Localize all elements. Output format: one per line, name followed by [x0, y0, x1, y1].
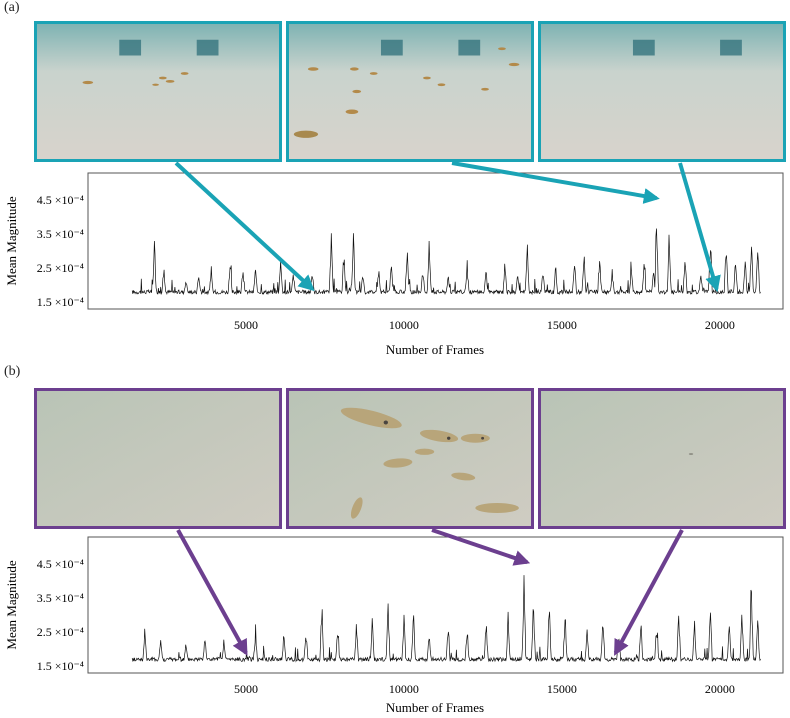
chart-b-xtick-label: 5000 — [234, 682, 258, 696]
chart-a-ytick-label: 3.5 ×10⁻⁴ — [37, 227, 84, 241]
chart-b: 5000 10000 15000 20000 1.5 ×10⁻⁴ 2.5 ×10⁻⁴ 3.5… — [4, 536, 784, 715]
panel-a-frame-2 — [286, 21, 534, 162]
chart-a-ytick-label: 2.5 ×10⁻⁴ — [37, 261, 84, 275]
panel-a-arrow-1 — [174, 161, 315, 292]
chart-b-plot-frame — [87, 536, 784, 674]
chart-b-xtick-label: 15000 — [547, 682, 577, 696]
chart-b-xlabel: Number of Frames — [386, 700, 484, 715]
chart-a-xtick-label: 5000 — [234, 318, 258, 332]
chart-b-series-line — [131, 575, 761, 663]
chart-b-xtick-label: 20000 — [705, 682, 735, 696]
panel-a-frame-3 — [538, 21, 786, 162]
panel-b-frame-1 — [34, 388, 282, 529]
chart-b-ytick-label: 2.5 ×10⁻⁴ — [37, 625, 84, 639]
chart-a-plot-frame — [87, 172, 784, 310]
panel-a-frame-1 — [34, 21, 282, 162]
chart-a-xtick-label: 20000 — [705, 318, 735, 332]
chart-a-xtick-label: 10000 — [389, 318, 419, 332]
panel-b-arrow-2 — [431, 528, 531, 566]
panel-a-arrow-3 — [678, 162, 721, 293]
panel-a-arrow-2 — [451, 161, 660, 204]
chart-a-ylabel: Mean Magnitude — [4, 196, 19, 285]
chart-a: 5000 10000 15000 20000 1.5 ×10⁻⁴ 2.5 ×10⁻⁴ 3.5… — [4, 172, 784, 357]
chart-b-ylabel: Mean Magnitude — [4, 560, 19, 649]
chart-a-series-line — [131, 228, 761, 296]
chart-b-ytick-label: 1.5 ×10⁻⁴ — [37, 659, 84, 673]
chart-b-ytick-label: 3.5 ×10⁻⁴ — [37, 591, 84, 605]
panel-b-arrow-1 — [176, 529, 248, 656]
panel-a-label: (a) — [4, 0, 20, 15]
chart-a-ytick-label: 1.5 ×10⁻⁴ — [37, 295, 84, 309]
chart-a-xlabel: Number of Frames — [386, 342, 484, 357]
chart-b-xtick-label: 10000 — [389, 682, 419, 696]
panel-b-frame-3 — [538, 388, 786, 529]
panel-b-label: (b) — [4, 364, 21, 379]
panel-b-frame-2 — [286, 388, 534, 529]
chart-b-ytick-label: 4.5 ×10⁻⁴ — [37, 557, 84, 571]
chart-a-ytick-label: 4.5 ×10⁻⁴ — [37, 193, 84, 207]
chart-a-xtick-label: 15000 — [547, 318, 577, 332]
panel-b-arrow-3 — [613, 529, 684, 656]
